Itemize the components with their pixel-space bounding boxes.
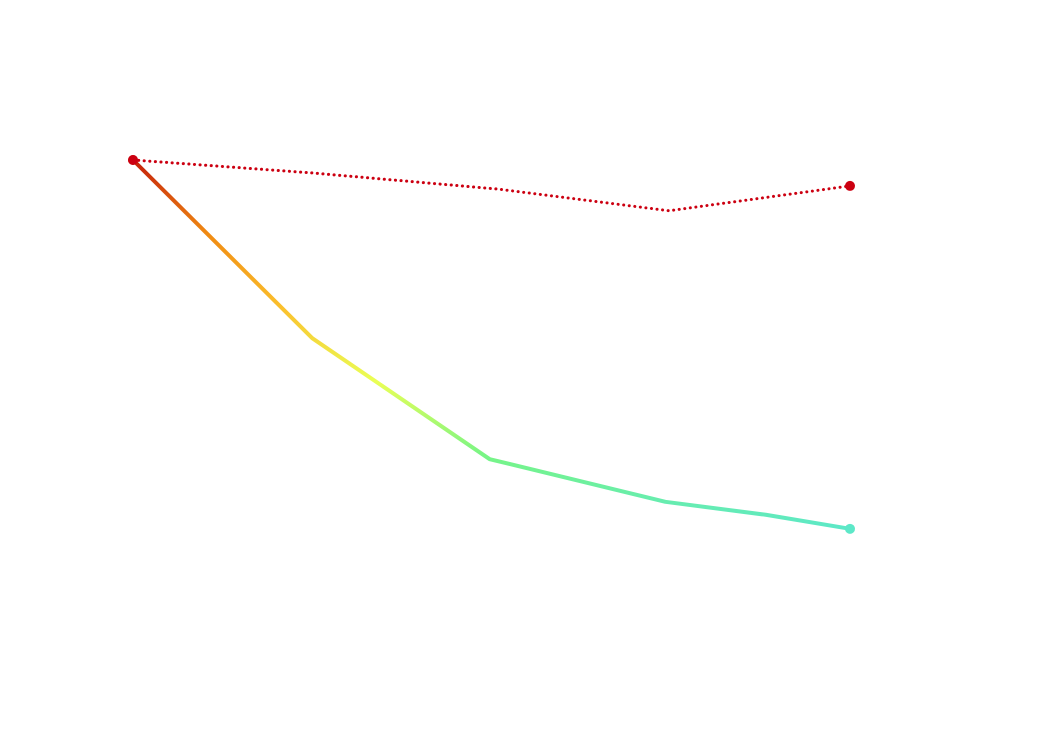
end-marker (845, 180, 855, 191)
series-line (131, 158, 852, 213)
end-marker (845, 523, 855, 534)
series-line (131, 158, 852, 531)
end-marker (128, 155, 138, 165)
